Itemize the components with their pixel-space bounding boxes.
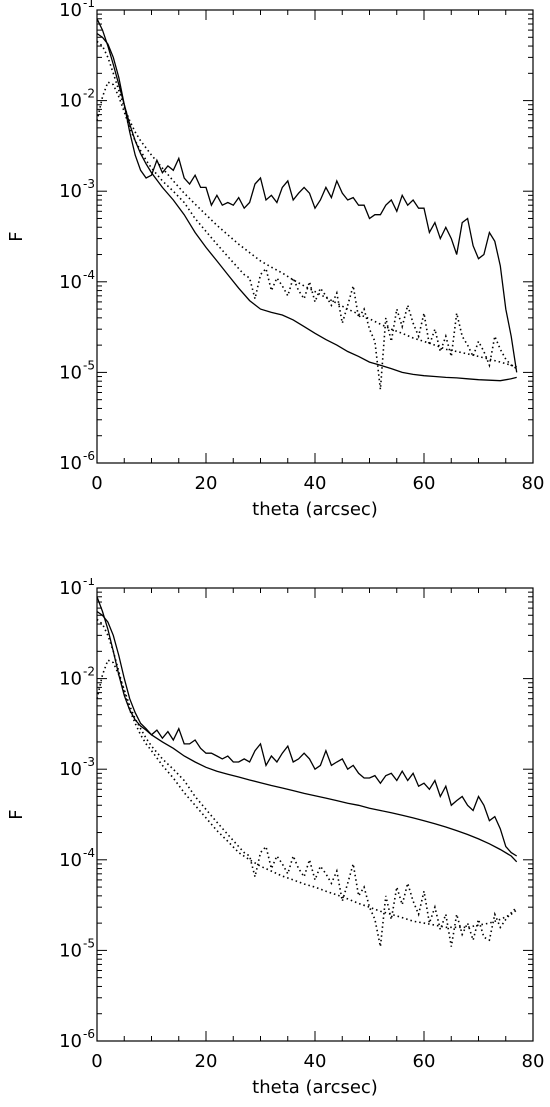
x-tick-label: 60: [413, 473, 436, 494]
y-tick-exponent: -1: [83, 0, 95, 10]
y-tick-label: 10: [59, 850, 82, 871]
plot-frame: [96, 587, 534, 1042]
x-tick-label: 20: [195, 1051, 218, 1072]
y-tick-label: 10: [59, 759, 82, 780]
x-tick-label: 20: [195, 473, 218, 494]
y-tick-exponent: -5: [83, 936, 95, 950]
y-axis-label: F: [6, 809, 27, 819]
y-tick-label: 10: [59, 272, 82, 293]
series-line-3: [96, 81, 518, 390]
x-axis-label: theta (arcsec): [252, 499, 378, 520]
series-line-2: [96, 596, 518, 863]
y-tick-label: 10: [59, 1031, 82, 1052]
x-tick-label: 0: [91, 473, 102, 494]
y-tick-exponent: -4: [83, 268, 95, 282]
x-tick-label: 80: [522, 473, 545, 494]
y-tick-exponent: -4: [83, 846, 95, 860]
y-tick-exponent: -6: [83, 449, 95, 463]
y-tick-exponent: -5: [83, 358, 95, 372]
series-line-1: [96, 610, 518, 857]
x-axis-label: theta (arcsec): [252, 1077, 378, 1098]
series-line-3: [96, 659, 518, 947]
y-tick-label: 10: [59, 578, 82, 599]
x-tick-label: 80: [522, 1051, 545, 1072]
plot-frame: [96, 9, 534, 464]
series-line-1: [96, 32, 518, 373]
x-tick-label: 60: [413, 1051, 436, 1072]
y-tick-exponent: -6: [83, 1027, 95, 1041]
y-tick-label: 10: [59, 669, 82, 690]
x-tick-label: 0: [91, 1051, 102, 1072]
series-line-2: [96, 18, 517, 382]
y-tick-label: 10: [59, 91, 82, 112]
x-tick-label: 40: [304, 473, 327, 494]
y-tick-exponent: -2: [83, 87, 95, 101]
y-tick-label: 10: [59, 940, 82, 961]
y-tick-label: 10: [59, 453, 82, 474]
series-line-4: [96, 618, 518, 929]
y-tick-label: 10: [59, 362, 82, 383]
y-axis-label: F: [6, 231, 27, 241]
x-tick-label: 40: [304, 1051, 327, 1072]
y-tick-exponent: -3: [83, 755, 95, 769]
y-tick-label: 10: [59, 0, 82, 21]
y-tick-exponent: -3: [83, 177, 95, 191]
y-tick-exponent: -2: [83, 665, 95, 679]
series-line-4: [96, 40, 517, 368]
y-tick-exponent: -1: [83, 578, 95, 588]
y-tick-label: 10: [59, 181, 82, 202]
